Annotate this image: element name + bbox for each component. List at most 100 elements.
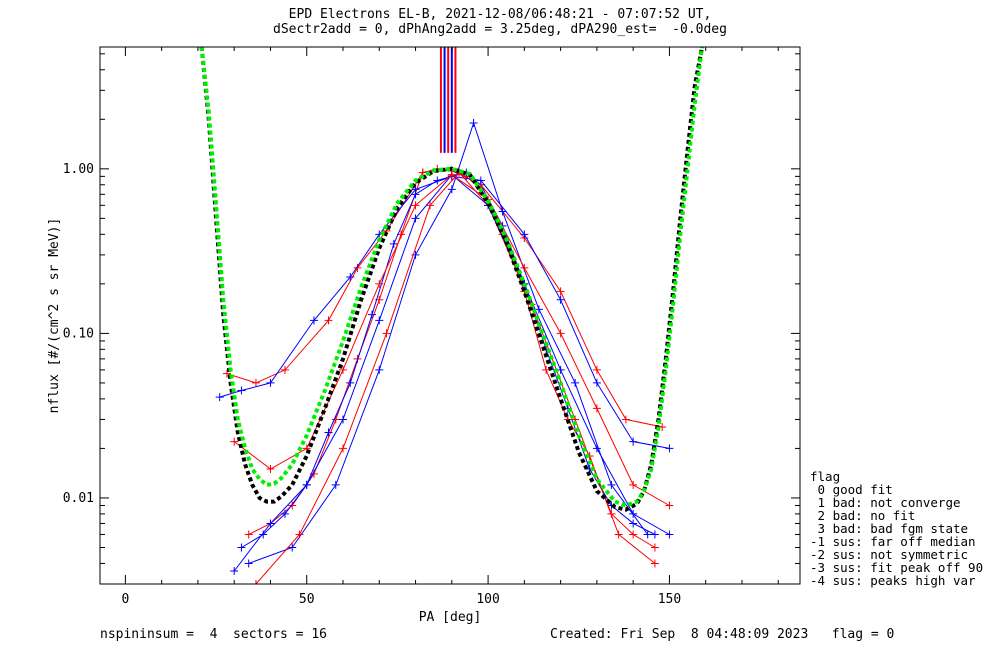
data-point <box>382 329 391 338</box>
legend-item: 1 bad: not converge <box>810 495 961 510</box>
data-point <box>375 365 384 374</box>
data-point <box>244 530 253 539</box>
series-line <box>233 174 670 572</box>
plot-area <box>199 47 705 584</box>
legend-item: -2 sus: not symmetric <box>810 547 969 562</box>
data-point <box>592 404 601 413</box>
data-point <box>411 201 420 210</box>
data-point <box>592 365 601 374</box>
data-point <box>614 530 623 539</box>
data-point <box>556 329 565 338</box>
data-point <box>251 378 260 387</box>
data-point <box>629 519 638 528</box>
y-tick-label: 1.00 <box>63 162 94 177</box>
y-axis-label: nflux [#/(cm^2 s sr MeV)] <box>47 218 62 414</box>
data-point <box>629 480 638 489</box>
legend-item: 2 bad: no fit <box>810 508 916 523</box>
data-point <box>650 530 659 539</box>
data-point <box>346 378 355 387</box>
data-point <box>339 415 348 424</box>
footer-sectors: nspininsum = 4 sectors = 16 <box>100 627 327 642</box>
data-point <box>339 444 348 453</box>
data-point <box>629 530 638 539</box>
data-point <box>650 543 659 552</box>
series-line <box>241 171 656 548</box>
data-point <box>607 480 616 489</box>
legend-item: 0 good fit <box>810 482 893 497</box>
data-point <box>222 369 231 378</box>
x-tick-label: 50 <box>299 592 315 607</box>
legend-title: flag <box>810 469 841 484</box>
chart-title: EPD Electrons EL-B, 2021-12-08/06:48:21 … <box>288 7 712 22</box>
footer-created: Created: Fri Sep 8 04:48:09 2023 flag = … <box>550 627 895 642</box>
data-point <box>266 519 275 528</box>
data-point <box>556 295 565 304</box>
data-point <box>251 580 260 584</box>
data-point <box>643 530 652 539</box>
data-point <box>665 444 674 453</box>
data-point <box>375 316 384 325</box>
data-point <box>346 273 355 282</box>
data-point <box>230 566 239 575</box>
data-point <box>534 305 543 314</box>
y-tick-label: 0.01 <box>63 491 94 506</box>
data-point <box>498 207 507 216</box>
data-point <box>375 279 384 288</box>
data-point <box>353 263 362 272</box>
data-layer <box>199 47 705 584</box>
data-point <box>469 118 478 127</box>
data-point <box>592 378 601 387</box>
series-line <box>219 175 670 449</box>
axes-layer: 0 50 100 150 0.01 0.10 1.00 PA [deg] nflux [#/(c… <box>47 46 801 625</box>
data-point <box>368 310 377 319</box>
data-point <box>665 530 674 539</box>
data-point <box>288 543 297 552</box>
data-point <box>259 530 268 539</box>
series-line <box>248 121 649 564</box>
data-point <box>629 509 638 518</box>
data-point <box>520 263 529 272</box>
data-point <box>520 230 529 239</box>
flag-legend: flag 0 good fit 1 bad: not converge 2 ba… <box>810 470 983 587</box>
data-point <box>411 214 420 223</box>
data-point <box>280 509 289 518</box>
data-point <box>324 316 333 325</box>
chart-subtitle: dSectr2add = 0, dPhAng2add = 3.25deg, dP… <box>273 22 727 37</box>
legend-item: -1 sus: far off median <box>810 534 976 549</box>
data-point <box>331 480 340 489</box>
data-point <box>592 444 601 453</box>
data-point <box>665 501 674 510</box>
data-point <box>339 365 348 374</box>
fit-curve <box>199 47 705 508</box>
data-point <box>426 201 435 210</box>
data-point <box>244 559 253 568</box>
data-point <box>215 393 224 402</box>
data-point <box>309 316 318 325</box>
x-tick-label: 0 <box>121 592 129 607</box>
legend-item: -3 sus: fit peak off 90 <box>810 560 984 575</box>
data-point <box>266 378 275 387</box>
x-tick-label: 100 <box>476 592 499 607</box>
data-point <box>556 287 565 296</box>
data-point <box>237 386 246 395</box>
legend-item: -4 sus: peaks high var <box>810 573 976 588</box>
x-axis-label: PA [deg] <box>419 610 482 625</box>
data-point <box>447 185 456 194</box>
data-point <box>411 185 420 194</box>
data-point <box>295 530 304 539</box>
data-point <box>266 464 275 473</box>
series-line <box>226 169 663 428</box>
data-point <box>447 170 456 179</box>
data-point <box>621 415 630 424</box>
x-tick-label: 150 <box>658 592 681 607</box>
legend-item: 3 bad: bad fgm state <box>810 521 969 536</box>
data-point <box>237 543 246 552</box>
data-point <box>288 501 297 510</box>
data-point <box>302 480 311 489</box>
data-point <box>280 365 289 374</box>
y-tick-label: 0.10 <box>63 326 94 341</box>
data-point <box>324 428 333 437</box>
series-line <box>248 168 656 548</box>
data-point <box>230 437 239 446</box>
